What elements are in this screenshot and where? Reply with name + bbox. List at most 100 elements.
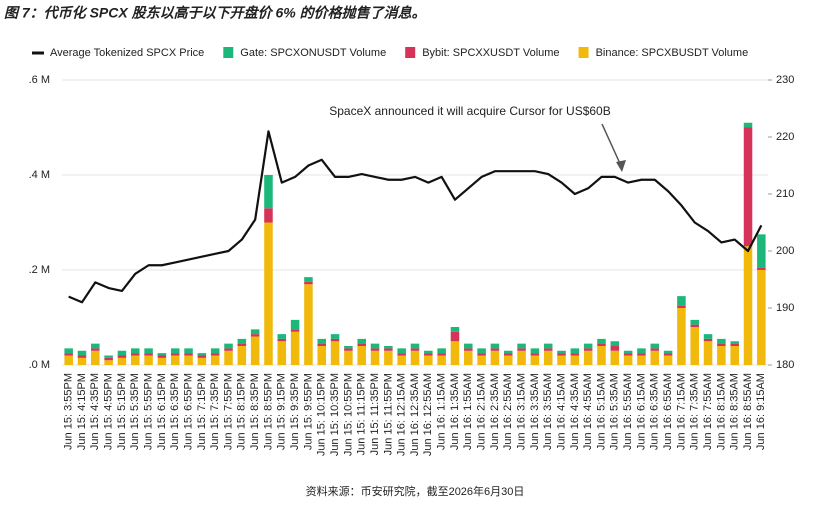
x-tick-label: Jun 16: 6:35AM [649, 373, 661, 450]
x-tick-label: Jun 16: 2:35AM [489, 373, 501, 450]
bar [424, 353, 433, 356]
bar [197, 357, 207, 365]
bar [477, 348, 486, 354]
bar [290, 331, 300, 365]
bar [317, 343, 327, 346]
bar [757, 234, 766, 268]
bar [264, 175, 273, 209]
x-tick-label: Jun 15: 7:55PM [222, 373, 234, 450]
bar [557, 353, 566, 356]
x-tick-label: Jun 15: 10:35PM [329, 373, 341, 456]
y2-tick-label: 180 [776, 359, 794, 371]
chart-title: 图 7：代币化 SPCX 股东以高于以下开盘价 6% 的价格抛售了消息。 [4, 5, 426, 21]
x-tick-label: Jun 15: 5:55PM [142, 373, 154, 450]
x-tick-label: Jun 15: 9:55PM [302, 373, 314, 450]
bar [104, 360, 113, 365]
x-tick-label: Jun 15: 10:15PM [316, 373, 328, 456]
bar [91, 348, 100, 351]
x-tick-label: Jun 16: 9:15AM [755, 373, 767, 450]
bar [357, 343, 366, 346]
bar [250, 329, 260, 335]
bar [144, 348, 153, 354]
bar [637, 348, 646, 354]
annotation-arrow [601, 123, 623, 169]
bar [210, 355, 220, 365]
x-tick-label: Jun 16: 12:55AM [422, 373, 434, 456]
bar [703, 341, 713, 365]
x-tick-label: Jun 15: 5:15PM [116, 373, 128, 450]
bar [104, 355, 113, 358]
bar [517, 350, 526, 365]
bar [250, 336, 260, 365]
x-tick-label: Jun 16: 1:35AM [449, 373, 461, 450]
legend-swatch [578, 47, 589, 58]
bar [370, 350, 380, 365]
x-tick-label: Jun 16: 8:35AM [729, 373, 741, 450]
bar [597, 338, 606, 344]
bar [583, 343, 593, 349]
x-tick-label: Jun 16: 4:35AM [569, 373, 581, 450]
bar [717, 343, 726, 346]
x-tick-label: Jun 16: 2:15AM [476, 373, 488, 450]
y2-tick-label: 200 [776, 245, 794, 257]
price-line [68, 130, 763, 304]
bar [650, 348, 660, 351]
bar [530, 355, 540, 365]
bar [397, 353, 406, 356]
bar [437, 353, 446, 356]
x-tick-label: Jun 16: 1:15AM [436, 373, 448, 450]
x-tick-label: Jun 16: 12:35AM [409, 373, 421, 456]
x-tick-label: Jun 15: 9:15PM [276, 373, 288, 450]
x-tick-label: Jun 15: 6:15PM [156, 373, 168, 450]
bar [330, 338, 340, 342]
x-tick-label: Jun 15: 9:35PM [289, 373, 301, 450]
bar [610, 346, 620, 351]
bar [64, 353, 73, 356]
bar [370, 343, 380, 349]
bar [450, 327, 460, 332]
y2-tick-label: 210 [776, 188, 794, 200]
bar [384, 348, 393, 351]
bar [210, 353, 220, 356]
bar [384, 346, 393, 349]
bar [543, 350, 553, 365]
x-tick-label: Jun 15: 6:35PM [169, 373, 181, 450]
x-tick-label: Jun 16: 8:15AM [715, 373, 727, 450]
x-tick-label: Jun 16: 5:55AM [622, 373, 634, 450]
bar [170, 348, 180, 354]
bar [184, 355, 193, 365]
x-tick-label: Jun 16: 7:55AM [702, 373, 714, 450]
bar [77, 350, 87, 356]
bar [224, 343, 233, 349]
x-tick-label: Jun 16: 3:35AM [529, 373, 541, 450]
x-tick-label: Jun 16: 1:55AM [462, 373, 474, 450]
bar [557, 350, 566, 354]
bar [490, 350, 500, 365]
bar [304, 277, 313, 282]
bar [623, 355, 633, 365]
x-tick-label: Jun 15: 4:35PM [89, 373, 101, 450]
bar [197, 355, 207, 358]
legend-swatch [223, 47, 234, 58]
x-tick-label: Jun 16: 5:15AM [595, 373, 607, 450]
bar [77, 355, 87, 358]
bar [557, 355, 566, 365]
x-tick-label: Jun 15: 11:15PM [356, 373, 368, 455]
bar [237, 346, 247, 365]
bar [344, 350, 353, 365]
bar [663, 355, 673, 365]
bar [677, 305, 686, 308]
bar [317, 346, 327, 365]
bar [290, 319, 300, 330]
bar [743, 246, 753, 365]
x-tick-label: Jun 16: 6:55AM [662, 373, 674, 450]
annotation-arrowhead [616, 160, 626, 172]
x-tick-label: Jun 15: 8:15PM [236, 373, 248, 450]
bar [757, 270, 766, 365]
bar [703, 338, 713, 342]
bar [623, 350, 633, 354]
bar [277, 338, 287, 342]
bar [437, 355, 446, 365]
bar [730, 341, 739, 344]
bar [224, 348, 233, 351]
